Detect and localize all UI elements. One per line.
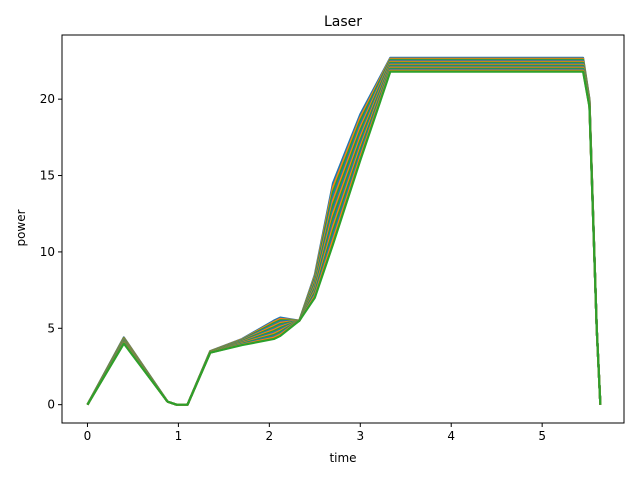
series-line xyxy=(86,68,602,406)
series-line xyxy=(86,69,602,406)
series-line xyxy=(86,63,602,406)
axis-ticks: 0 1 2 3 4 5 0 5 10 15 20 xyxy=(40,92,546,443)
x-tick-label: 3 xyxy=(356,429,364,443)
y-axis-label: power xyxy=(14,209,28,246)
series-line xyxy=(86,70,602,406)
series-line xyxy=(86,61,602,406)
series-line xyxy=(86,66,602,406)
series-lines xyxy=(86,56,602,406)
series-line xyxy=(86,62,602,406)
y-tick-label: 20 xyxy=(40,92,55,106)
series-line xyxy=(86,65,602,406)
series-line xyxy=(86,67,602,406)
y-tick-label: 5 xyxy=(47,321,55,335)
y-tick-label: 10 xyxy=(40,245,55,259)
y-tick-label: 15 xyxy=(40,169,55,183)
series-line xyxy=(86,60,602,406)
y-tick-label: 0 xyxy=(47,398,55,412)
series-line xyxy=(86,64,602,406)
x-tick-label: 4 xyxy=(447,429,455,443)
chart-title: Laser xyxy=(324,14,362,30)
series-line xyxy=(86,57,602,406)
x-tick-label: 0 xyxy=(84,429,92,443)
plot-frame xyxy=(61,34,625,424)
x-axis-label: time xyxy=(329,451,356,465)
series-line xyxy=(86,56,602,406)
series-line xyxy=(86,59,602,406)
series-line xyxy=(86,58,602,406)
x-tick-label: 1 xyxy=(175,429,183,443)
x-tick-label: 2 xyxy=(266,429,274,443)
x-tick-label: 5 xyxy=(538,429,546,443)
